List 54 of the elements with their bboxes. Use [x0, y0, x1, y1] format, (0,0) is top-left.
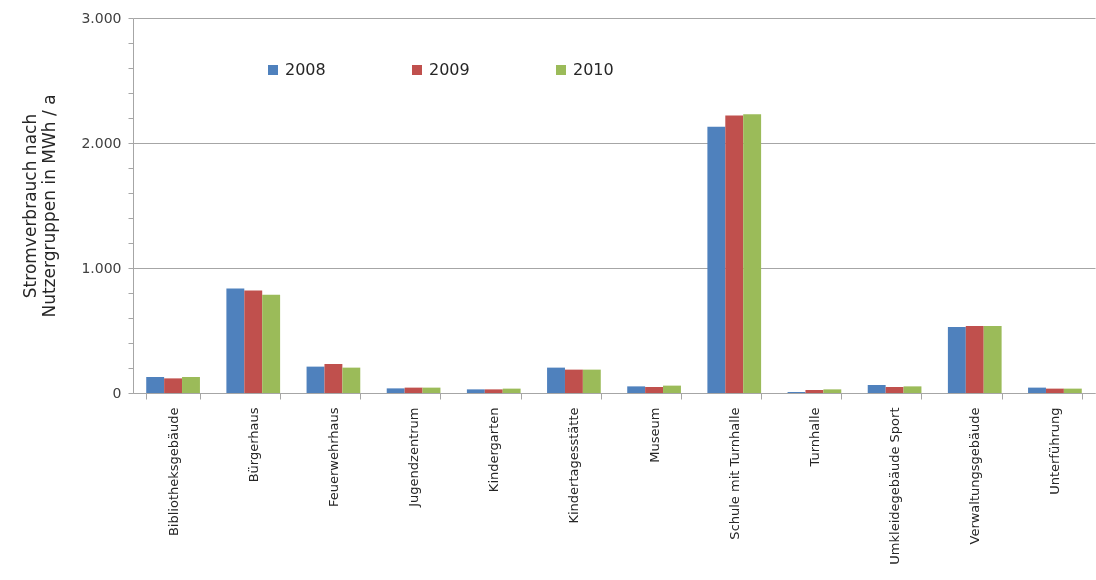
x-tick-label: Unterführung — [1047, 407, 1063, 495]
bar — [823, 389, 842, 393]
bar — [324, 364, 343, 393]
legend-label: 2008 — [285, 60, 326, 79]
bar — [663, 385, 681, 393]
x-tick-label: Kindergarten — [486, 407, 502, 493]
legend-label: 2009 — [429, 60, 470, 79]
bar — [226, 288, 245, 393]
x-tick-label: Bürgerhaus — [245, 407, 261, 483]
y-tick-label: 1.000 — [81, 259, 122, 276]
bar — [502, 388, 521, 393]
bar — [867, 385, 886, 393]
bar — [885, 387, 904, 393]
bar — [484, 389, 503, 393]
bar — [547, 367, 565, 393]
y-tick-label: 2.000 — [81, 134, 122, 151]
bar — [342, 367, 361, 393]
x-tick-label: Umkleidegebäude Sport — [887, 407, 903, 565]
bar — [725, 115, 744, 393]
y-tick-label: 3.000 — [81, 9, 122, 26]
x-tick-label: Schule mit Turnhalle — [726, 407, 742, 540]
bar — [743, 114, 762, 393]
bar — [1045, 388, 1064, 393]
bar — [564, 369, 583, 393]
x-tick-label: Kindertagesstätte — [566, 407, 582, 524]
bar — [164, 378, 183, 393]
bar — [903, 386, 922, 393]
bar — [627, 386, 646, 393]
bar — [965, 326, 984, 393]
x-tick-label: Turnhalle — [806, 407, 822, 468]
bar — [582, 369, 601, 393]
bar — [386, 388, 405, 393]
bar — [466, 389, 485, 393]
bar — [1063, 388, 1082, 393]
bar — [707, 126, 726, 393]
x-tick-label: Bibliotheksgebäude — [165, 407, 181, 537]
bar — [645, 387, 664, 393]
x-tick-label: Jugendzentrum — [406, 407, 422, 508]
x-tick-label: Feuerwehrhaus — [325, 407, 341, 508]
legend-label: 2010 — [573, 60, 614, 79]
bar — [947, 327, 966, 393]
y-tick-label: 0 — [112, 384, 122, 401]
bar — [983, 326, 1002, 393]
bar — [262, 294, 281, 393]
bar — [404, 387, 423, 393]
x-tick-label: Verwaltungsgebäude — [967, 407, 983, 545]
bar — [182, 377, 200, 393]
bar — [146, 377, 165, 393]
bar — [244, 290, 263, 393]
bar — [306, 366, 325, 393]
y-axis-title: Stromverbrauch nach Nutzergruppen in MWh / a — [20, 94, 60, 318]
bar — [1028, 387, 1046, 393]
x-tick-label: Museum — [646, 407, 662, 463]
bar — [805, 390, 824, 393]
